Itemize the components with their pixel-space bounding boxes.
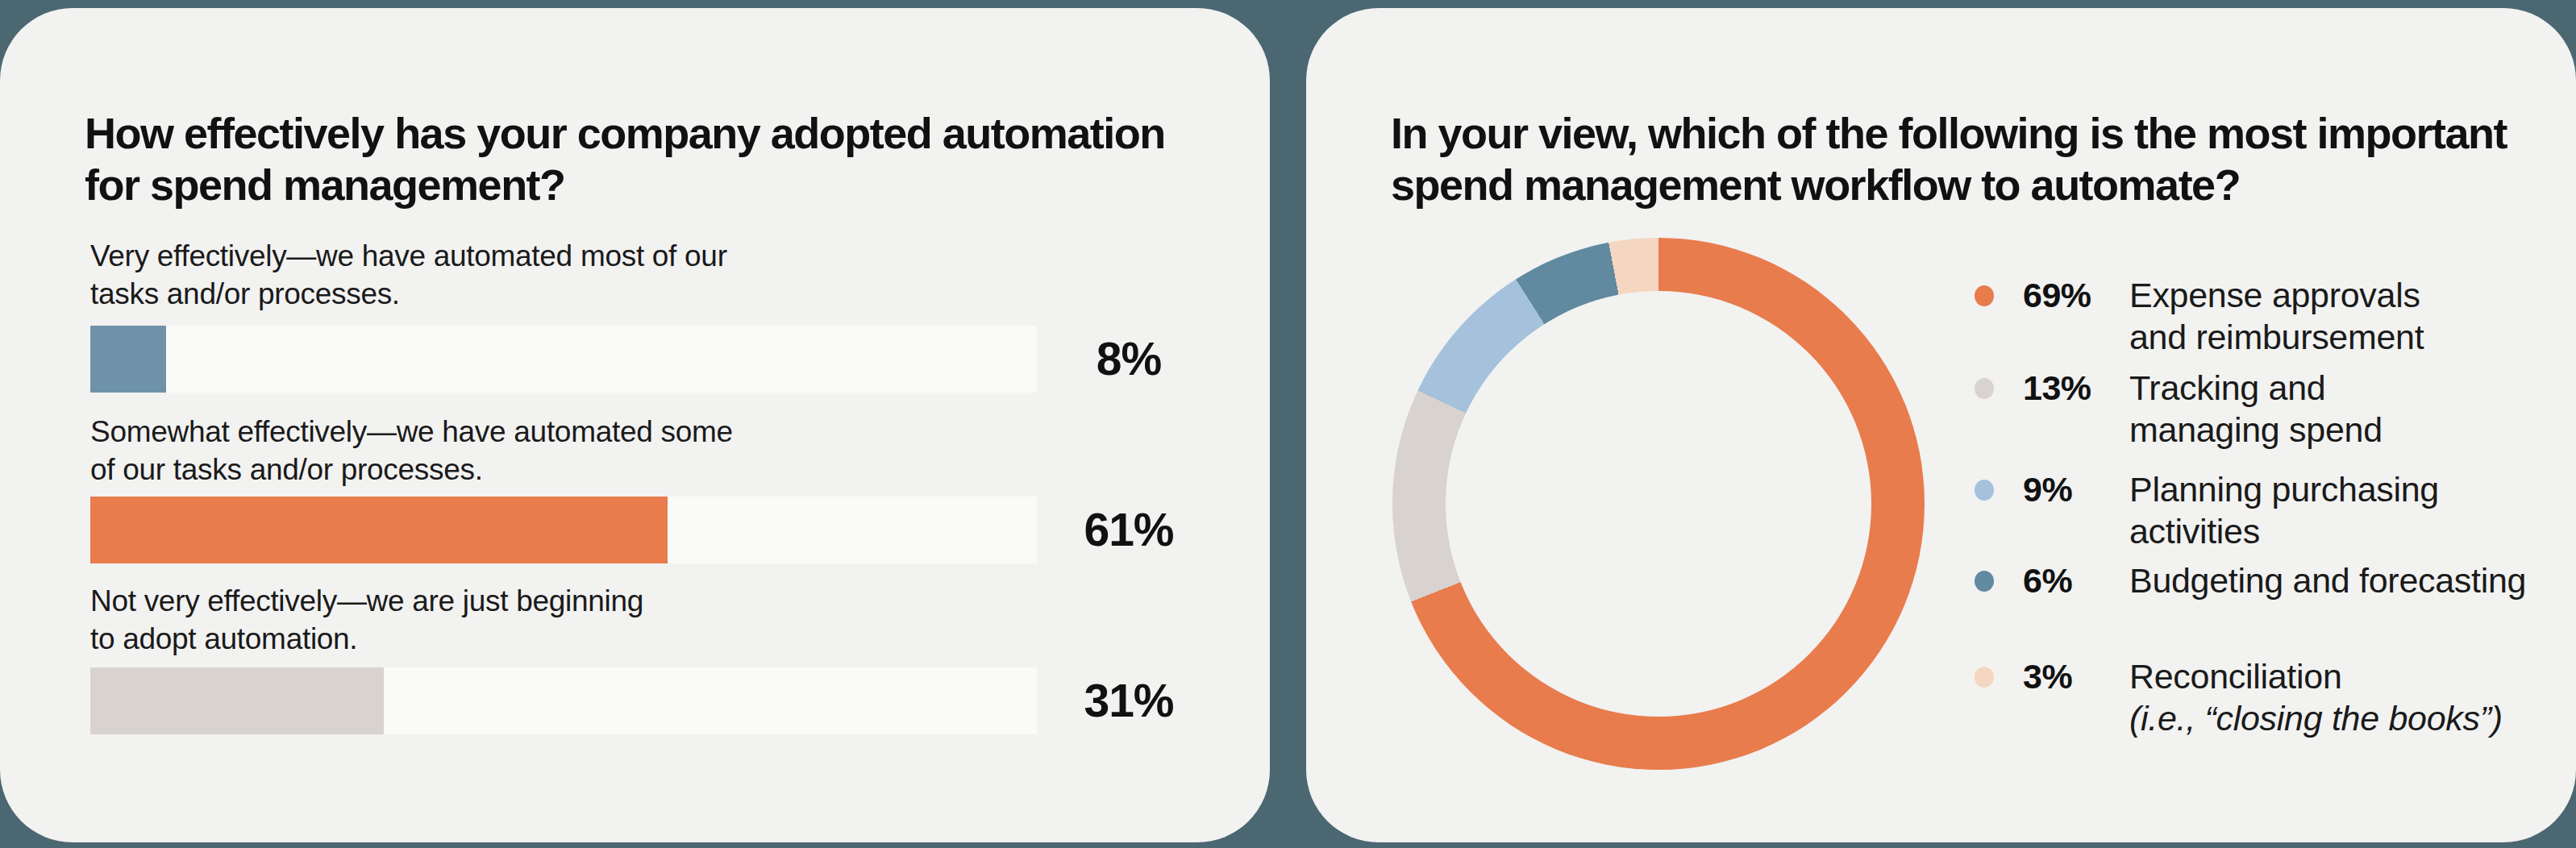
bar-label-very-effectively: Very effectively—we have automated most … bbox=[90, 237, 816, 313]
legend-dot-expense-approvals bbox=[1975, 285, 1994, 306]
bar-value-not-very-effectively: 31% bbox=[1040, 667, 1217, 734]
bar-fill-not-very-effectively bbox=[90, 667, 384, 734]
bar-track bbox=[90, 497, 1037, 563]
bar-track bbox=[90, 326, 1037, 393]
bar-chart-title-line1: How effectively has your company adopted… bbox=[85, 109, 1165, 157]
bar-fill-somewhat-effectively bbox=[90, 497, 668, 563]
legend-value-tracking-spend: 13% bbox=[2023, 367, 2120, 409]
legend-label-budgeting-forecasting: Budgeting and forecasting bbox=[2129, 559, 2576, 601]
bar-value-somewhat-effectively: 61% bbox=[1040, 497, 1217, 563]
bar-chart-title-line2: for spend management? bbox=[85, 160, 565, 209]
legend-value-reconciliation: 3% bbox=[2023, 655, 2120, 697]
donut-chart-title-line2: spend management workflow to automate? bbox=[1391, 160, 2240, 209]
legend-label-expense-approvals: Expense approvals and reimbursement bbox=[2129, 274, 2576, 358]
donut-chart bbox=[1392, 238, 1925, 770]
legend-value-expense-approvals: 69% bbox=[2023, 274, 2120, 316]
bar-chart-title: How effectively has your company adopted… bbox=[85, 107, 1230, 210]
legend-value-planning-purchasing: 9% bbox=[2023, 468, 2120, 510]
legend-label-planning-purchasing: Planning purchasing activities bbox=[2129, 468, 2576, 552]
bar-track bbox=[90, 667, 1037, 734]
legend-label-tracking-spend: Tracking and managing spend bbox=[2129, 367, 2576, 451]
legend-dot-planning-purchasing bbox=[1975, 480, 1994, 501]
donut-hole bbox=[1446, 291, 1871, 717]
bar-label-somewhat-effectively: Somewhat effectively—we have automated s… bbox=[90, 413, 816, 488]
legend-dot-budgeting-forecasting bbox=[1975, 571, 1994, 592]
legend-dot-tracking-spend bbox=[1975, 378, 1994, 399]
legend-value-budgeting-forecasting: 6% bbox=[2023, 559, 2120, 601]
bar-label-not-very-effectively: Not very effectively—we are just beginni… bbox=[90, 582, 816, 658]
bar-value-very-effectively: 8% bbox=[1040, 326, 1217, 393]
legend-dot-reconciliation bbox=[1975, 667, 1994, 688]
donut-chart-title: In your view, which of the following is … bbox=[1391, 107, 2536, 210]
donut-chart-card: In your view, which of the following is … bbox=[1306, 8, 2576, 842]
bar-fill-very-effectively bbox=[90, 326, 166, 393]
donut-chart-title-line1: In your view, which of the following is … bbox=[1391, 109, 2507, 157]
legend-note-reconciliation: (i.e., “closing the books”) bbox=[2129, 699, 2503, 738]
legend-label-reconciliation: Reconciliation (i.e., “closing the books… bbox=[2129, 655, 2576, 739]
bar-chart-card: How effectively has your company adopted… bbox=[0, 8, 1270, 842]
